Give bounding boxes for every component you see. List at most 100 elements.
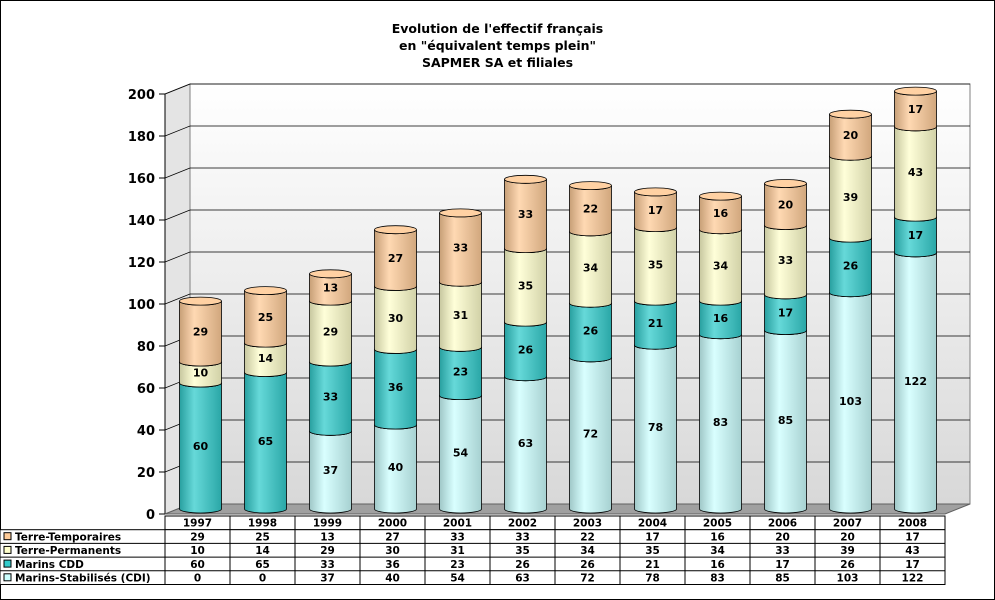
bar-value-label: 54	[453, 446, 469, 459]
table-cell-value: 34	[580, 545, 595, 557]
table-cell-value: 36	[385, 559, 400, 571]
y-tick-label: 40	[137, 424, 155, 439]
table-cell-value: 13	[320, 531, 335, 543]
table-cell-value: 35	[515, 545, 530, 557]
bar-value-label: 26	[518, 343, 534, 356]
bar-value-label: 33	[518, 208, 533, 221]
bar-value-label: 31	[453, 309, 468, 322]
table-cell-value: 26	[580, 559, 595, 571]
table-cell-value: 26	[515, 559, 530, 571]
table-cell-value: 33	[515, 531, 530, 543]
bar-segment-top	[180, 297, 222, 305]
y-tick-label: 0	[146, 508, 155, 523]
legend-series-name: Marins CDD	[15, 559, 84, 571]
table-year-header: 2008	[898, 518, 927, 530]
table-year-header: 2005	[703, 518, 732, 530]
bar-segment-top	[700, 192, 742, 200]
table-cell-value: 27	[385, 531, 400, 543]
table-cell-value: 33	[450, 531, 465, 543]
bar-value-label: 23	[453, 365, 468, 378]
table-cell-value: 37	[320, 573, 335, 585]
bar-value-label: 17	[648, 204, 663, 217]
table-cell-value: 17	[905, 559, 920, 571]
bar-segment-top	[310, 270, 352, 278]
bar-value-label: 37	[323, 464, 338, 477]
legend-series-name: Terre-Temporaires	[15, 531, 121, 543]
bar-segment-top	[245, 287, 287, 295]
y-tick-label: 100	[128, 298, 155, 313]
bar-segment-top	[635, 188, 677, 196]
y-tick-label: 20	[137, 466, 155, 481]
bar-value-label: 72	[583, 427, 598, 440]
table-cell-value: 20	[840, 531, 855, 543]
bar-value-label: 14	[258, 352, 274, 365]
bar-value-label: 85	[778, 414, 793, 427]
bar-value-label: 30	[388, 312, 404, 325]
table-year-header: 2004	[638, 518, 667, 530]
table-year-header: 2001	[443, 518, 472, 530]
table-cell-value: 17	[645, 531, 660, 543]
y-tick-label: 180	[128, 130, 155, 145]
bar-value-label: 63	[518, 437, 533, 450]
bar-value-label: 26	[843, 259, 859, 272]
legend-swatch	[4, 574, 11, 581]
table-cell-value: 33	[775, 545, 790, 557]
bar-value-label: 22	[583, 203, 598, 216]
table-cell-value: 22	[580, 531, 595, 543]
table-cell-value: 0	[259, 573, 266, 585]
table-cell-value: 33	[320, 559, 335, 571]
table-year-header: 2000	[378, 518, 407, 530]
bar-value-label: 17	[778, 307, 793, 320]
table-cell-value: 23	[450, 559, 465, 571]
legend-swatch	[4, 533, 11, 540]
bar-value-label: 65	[258, 435, 273, 448]
bar-value-label: 122	[904, 375, 927, 388]
table-year-header: 1998	[248, 518, 277, 530]
table-cell-value: 60	[190, 559, 205, 571]
bar-value-label: 25	[258, 311, 273, 324]
bar-segment-top	[505, 175, 547, 183]
table-cell-value: 26	[840, 559, 855, 571]
table-year-header: 2007	[833, 518, 862, 530]
bar-value-label: 33	[323, 391, 338, 404]
y-tick-label: 60	[137, 382, 155, 397]
legend-swatch	[4, 560, 11, 567]
table-cell-value: 63	[515, 573, 530, 585]
legend-series-name: Terre-Permanents	[15, 545, 121, 557]
bar-value-label: 33	[778, 254, 793, 267]
table-cell-value: 122	[902, 573, 924, 585]
bar-segment-top	[440, 209, 482, 217]
bar-value-label: 13	[323, 281, 338, 294]
table-cell-value: 14	[255, 545, 270, 557]
bar-value-label: 17	[908, 103, 923, 116]
bar-segment-top	[830, 110, 872, 118]
bar-value-label: 21	[648, 317, 663, 330]
y-tick-label: 140	[128, 214, 155, 229]
y-tick-label: 200	[128, 88, 155, 103]
table-cell-value: 103	[837, 573, 859, 585]
table-cell-value: 29	[190, 531, 205, 543]
table-year-header: 1999	[313, 518, 342, 530]
bar-value-label: 78	[648, 421, 663, 434]
bar-value-label: 33	[453, 242, 468, 255]
bar-value-label: 36	[388, 381, 404, 394]
table-cell-value: 29	[320, 545, 335, 557]
table-cell-value: 25	[255, 531, 270, 543]
bar-value-label: 17	[908, 229, 923, 242]
table-cell-value: 17	[775, 559, 790, 571]
table-cell-value: 40	[385, 573, 400, 585]
legend-swatch	[4, 546, 11, 553]
bar-segment-top	[570, 182, 612, 190]
table-cell-value: 34	[710, 545, 725, 557]
table-cell-value: 78	[645, 573, 660, 585]
table-cell-value: 65	[255, 559, 270, 571]
table-cell-value: 30	[385, 545, 400, 557]
y-tick-label: 80	[137, 340, 155, 355]
table-year-header: 2006	[768, 518, 797, 530]
table-cell-value: 20	[775, 531, 790, 543]
table-cell-value: 31	[450, 545, 465, 557]
table-cell-value: 85	[775, 573, 790, 585]
bar-value-label: 34	[713, 259, 729, 272]
bar-value-label: 60	[193, 440, 209, 453]
